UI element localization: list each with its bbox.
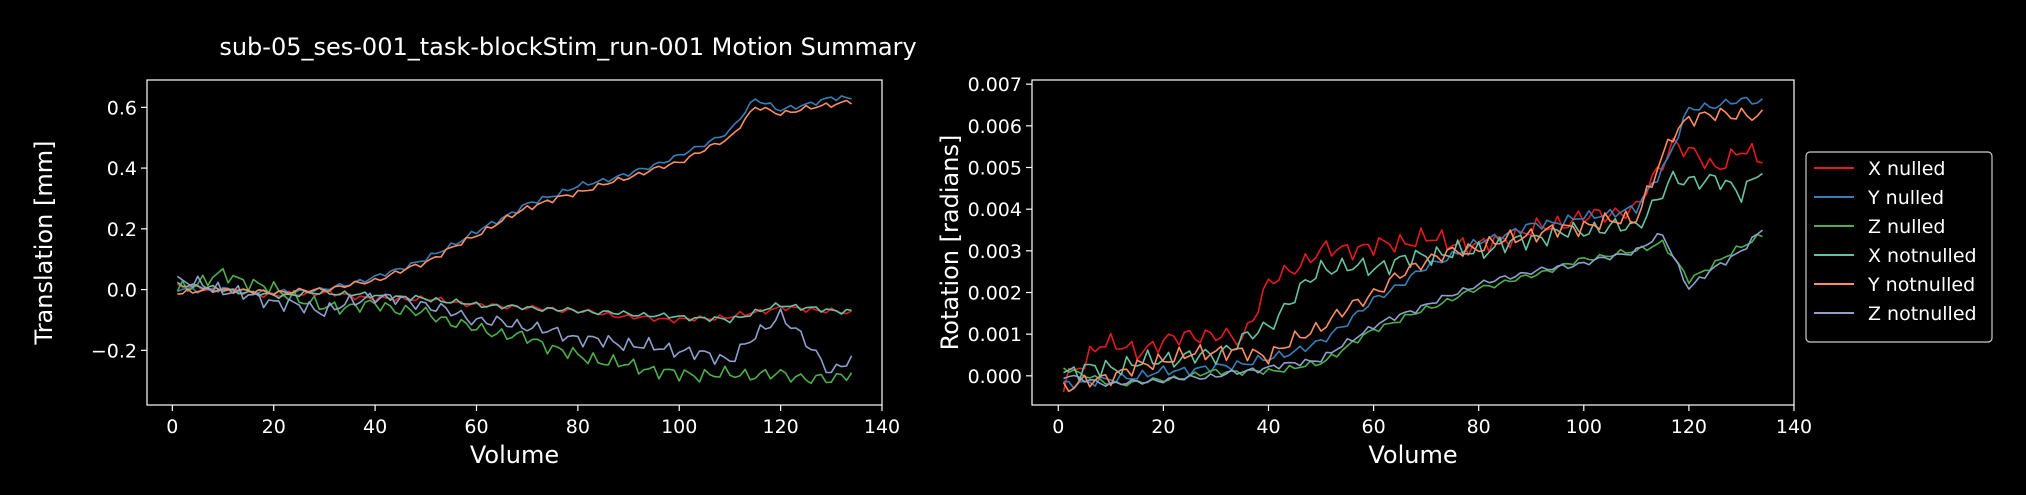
figure-title: sub-05_ses-001_task-blockStim_run-001 Mo… xyxy=(219,33,916,61)
series-line-z-notnulled xyxy=(1063,229,1763,387)
y-tick-label: 0.007 xyxy=(968,74,1022,96)
x-tick-label: 100 xyxy=(1566,416,1602,438)
x-axis-label: Volume xyxy=(470,441,559,469)
legend: X nulled Y nulled Z nulled X notnulled Y not… xyxy=(1805,151,1993,343)
x-tick-label: 60 xyxy=(1361,416,1385,438)
y-tick-label: 0.000 xyxy=(968,366,1022,388)
x-tick-label: 20 xyxy=(262,416,286,438)
plot-frame xyxy=(1031,79,1795,406)
x-tick-label: 100 xyxy=(661,416,697,438)
x-tick-label: 20 xyxy=(1151,416,1175,438)
y-tick-label: 0.005 xyxy=(968,158,1022,180)
series-line-z-nulled xyxy=(176,267,853,385)
x-tick-label: 40 xyxy=(363,416,387,438)
y-tick-label: 0.004 xyxy=(968,199,1022,221)
translation-plot: 0 20 40 60 80 100 120 140 −0.2 0.0 0.2 0.4 0.6 Volume… xyxy=(30,79,900,469)
x-tick-label: 140 xyxy=(1776,416,1812,438)
legend-label: Y nulled xyxy=(1867,187,1944,209)
series-group xyxy=(1062,96,1764,393)
legend-label: X nulled xyxy=(1868,158,1945,180)
y-tick-label: 0.0 xyxy=(107,280,137,302)
x-tick-label: 80 xyxy=(566,416,590,438)
legend-label: X notnulled xyxy=(1868,245,1977,267)
series-line-x-nulled xyxy=(1062,137,1763,393)
series-line-z-notnulled xyxy=(176,275,853,374)
y-tick-label: 0.006 xyxy=(968,116,1022,138)
x-tick-label: 60 xyxy=(464,416,488,438)
y-tick-label: −0.2 xyxy=(91,340,137,362)
legend-label: Y notnulled xyxy=(1867,274,1975,296)
x-tick-label: 120 xyxy=(762,416,798,438)
legend-label: Z notnulled xyxy=(1868,303,1977,325)
y-tick-label: 0.002 xyxy=(968,283,1022,305)
x-tick-label: 40 xyxy=(1256,416,1280,438)
y-tick-label: 0.6 xyxy=(107,97,137,119)
series-group xyxy=(176,95,853,385)
y-tick-label: 0.4 xyxy=(107,158,137,180)
x-tick-label: 140 xyxy=(864,416,900,438)
y-axis-label: Translation [mm] xyxy=(30,141,58,346)
y-tick-label: 0.2 xyxy=(107,219,137,241)
legend-label: Z nulled xyxy=(1868,216,1945,238)
y-axis-label: Rotation [radians] xyxy=(936,135,964,351)
series-line-y-notnulled xyxy=(1062,107,1764,393)
x-tick-label: 0 xyxy=(1052,416,1064,438)
series-line-x-notnulled xyxy=(1063,170,1763,382)
series-line-y-notnulled xyxy=(177,99,853,296)
x-tick-label: 0 xyxy=(166,416,178,438)
x-tick-label: 80 xyxy=(1467,416,1491,438)
x-axis-label: Volume xyxy=(1368,441,1457,469)
rotation-plot: 0 20 40 60 80 100 120 140 0.000 0.001 0.002 0.003 0.… xyxy=(936,74,1812,469)
plot-frame xyxy=(146,79,883,406)
legend-frame xyxy=(1805,151,1993,343)
y-tick-label: 0.003 xyxy=(968,241,1022,263)
series-line-x-notnulled xyxy=(176,281,852,324)
x-tick-label: 120 xyxy=(1671,416,1707,438)
y-tick-label: 0.001 xyxy=(968,324,1022,346)
